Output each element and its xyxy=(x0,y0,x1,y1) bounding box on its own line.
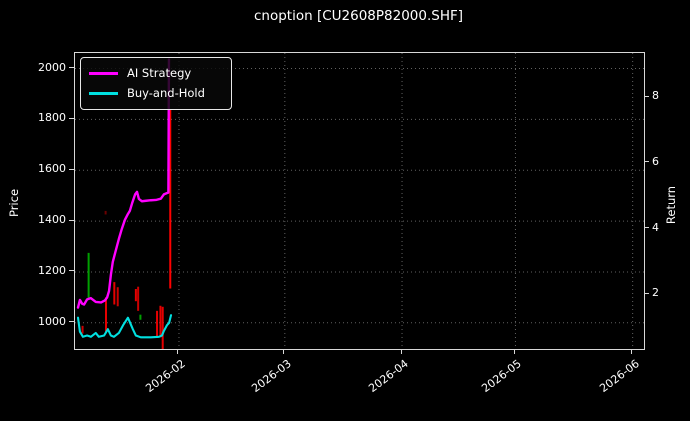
legend-label-ai-strategy: AI Strategy xyxy=(127,66,192,80)
price-tick-label: 1600 xyxy=(38,162,66,176)
date-tick-mark xyxy=(283,349,285,354)
return-tick-mark xyxy=(644,95,649,97)
price-tick-mark xyxy=(69,168,74,170)
date-tick-label: 2026-03 xyxy=(249,357,294,396)
legend-item-ai-strategy: AI Strategy xyxy=(89,63,223,83)
date-tick-mark xyxy=(177,349,179,354)
series-line-ai-strategy xyxy=(76,58,171,309)
price-tick-mark xyxy=(69,67,74,68)
date-tick-mark xyxy=(631,349,633,354)
plot-canvas xyxy=(75,53,644,349)
return-tick-label: 2 xyxy=(652,286,659,300)
price-tick-label: 1000 xyxy=(38,314,66,328)
price-tick-mark xyxy=(69,321,74,323)
return-tick-mark xyxy=(644,292,649,294)
ai-strategy-line-swatch xyxy=(89,71,118,75)
return-tick-label: 8 xyxy=(652,89,659,103)
price-tick-label: 1400 xyxy=(38,213,66,227)
date-tick-mark xyxy=(513,349,515,354)
price-tick-mark xyxy=(69,117,74,119)
legend-label-buy-and-hold: Buy-and-Hold xyxy=(127,86,205,100)
price-tick-label: 1200 xyxy=(38,263,66,277)
buy-and-hold-line-swatch xyxy=(89,91,118,95)
return-tick-label: 6 xyxy=(652,154,659,168)
chart-title: cnoption [CU2608P82000.SHF] xyxy=(253,8,464,24)
date-tick-label: 2026-06 xyxy=(596,357,642,396)
return-tick-mark xyxy=(644,161,649,163)
price-tick-mark xyxy=(69,219,74,221)
return-tick-mark xyxy=(644,227,649,229)
date-tick-mark xyxy=(400,349,402,354)
date-tick-label: 2026-05 xyxy=(479,357,525,396)
price-tick-label: 2000 xyxy=(38,60,66,74)
legend-item-buy-and-hold: Buy-and-Hold xyxy=(89,83,223,103)
series-line-buy-and-hold xyxy=(76,314,173,339)
return-tick-label: 4 xyxy=(652,220,659,234)
price-tick-mark xyxy=(69,270,74,272)
return-axis-label: Return xyxy=(664,185,678,225)
date-tick-label: 2026-02 xyxy=(143,357,188,396)
date-tick-label: 2026-04 xyxy=(366,357,411,396)
legend: AI Strategy Buy-and-Hold xyxy=(80,57,232,110)
price-tick-label: 1800 xyxy=(38,111,66,125)
